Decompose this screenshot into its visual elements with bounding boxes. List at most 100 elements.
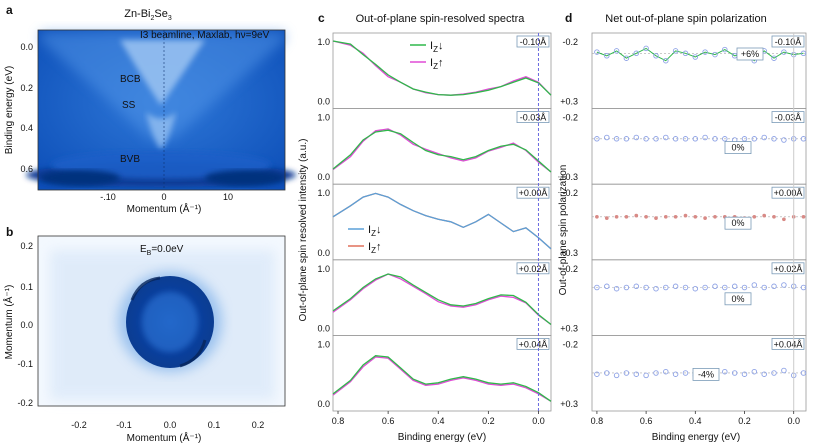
spin-up-line: [332, 192, 552, 250]
d-data-point: [613, 372, 620, 379]
d-data-point: [614, 214, 619, 219]
d-data-point: [703, 216, 707, 220]
d-data-point: [761, 284, 767, 291]
d-data-point: [800, 136, 807, 142]
d-data-point: [771, 370, 777, 376]
c-row-label: +0.00Å: [516, 186, 550, 199]
label-bcb: BCB: [120, 74, 141, 85]
a-xtick: 10: [223, 192, 233, 202]
c-row-label: -0.03Å: [516, 111, 550, 123]
d-row-label-box: [771, 337, 805, 350]
d-data-point: [731, 283, 738, 290]
d-plot: -0.2 +0.3 -0.10Å +6% -0.2 +0.3 -0.03Å 0% -0.2 +0.…: [560, 32, 807, 426]
d-data-point: [771, 55, 777, 61]
d-data-point: [663, 368, 669, 375]
b-ytick: 0.1: [20, 282, 33, 292]
d-annotation-box: [692, 367, 720, 381]
d-data-point: [752, 214, 757, 219]
d-data-point: [623, 55, 630, 61]
c-row-label: -0.10Å: [516, 35, 550, 48]
fermi-surface-map: [38, 236, 285, 406]
d-row-label-box: [771, 186, 805, 199]
d-data-point: [633, 283, 640, 290]
d-data-point: [781, 282, 787, 288]
panel-d-title: Net out-of-plane spin polarization: [605, 13, 766, 25]
d-data-point: [800, 370, 807, 376]
b-xtick: -0.2: [71, 420, 87, 430]
d-ytick-bottom: +0.3: [560, 172, 578, 182]
d-xtick: 0.2: [738, 416, 751, 426]
arpes-map: [26, 30, 296, 190]
d-row-label: -0.03Å: [771, 111, 805, 123]
b-ytick: 0.0: [20, 320, 33, 330]
d-data-point: [741, 136, 748, 142]
c-ytick-top: 1.0: [317, 264, 330, 274]
c-xtick: 0.0: [532, 416, 545, 426]
d-data-point: [683, 213, 688, 218]
d-annotation-box: [736, 47, 764, 61]
legend-label-up: IZ↑: [368, 241, 381, 255]
d-data-point: [712, 136, 718, 142]
d-annotation-text: 0%: [731, 218, 744, 228]
d-annotation-text: 0%: [731, 294, 744, 304]
d-data-point: [672, 283, 679, 290]
d-data-point: [751, 368, 758, 375]
c-row-label-box: [516, 35, 550, 48]
d-ylabel: Out-of-plane spin polarization: [558, 165, 569, 296]
d-row-label: +0.04Å: [771, 337, 805, 350]
panel-a-letter: a: [6, 3, 13, 17]
a-ytick: 0.4: [20, 123, 33, 133]
spin-down-line: [332, 355, 552, 402]
b-xtick: 0.1: [208, 420, 221, 430]
d-data-point: [682, 284, 689, 291]
d-xtick: 0.8: [591, 416, 604, 426]
d-data-point: [604, 53, 610, 59]
d-data-point: [722, 284, 728, 291]
d-row-label-text: -0.10Å: [775, 37, 802, 47]
c-row-label-text: +0.02Å: [519, 264, 548, 274]
d-data-point: [761, 134, 767, 141]
d-data-point: [594, 136, 600, 142]
d-xtick: 0.6: [640, 416, 653, 426]
d-annotation: 0%: [724, 216, 752, 230]
d-data-point: [623, 370, 630, 376]
spin-up-line: [332, 273, 552, 326]
d-data-point: [604, 283, 610, 290]
d-data-point: [604, 134, 610, 141]
panel-b-letter: b: [6, 225, 13, 239]
d-data-point: [663, 134, 669, 141]
b-ytick: -0.1: [17, 359, 33, 369]
a-xtick: 0: [161, 192, 166, 202]
d-annotation-box: [724, 292, 752, 306]
c-row-label-box: [516, 111, 550, 123]
d-ytick-top: -0.2: [562, 188, 578, 198]
d-data-point: [782, 217, 786, 222]
legend-label-up: IZ↑: [430, 57, 443, 71]
c-ytick-bottom: 0.0: [317, 97, 330, 107]
d-data-point: [653, 370, 659, 376]
panel-a-title: Zn-Bi2Se3: [124, 8, 172, 22]
d-row-label-box: [771, 262, 805, 275]
d-data-point: [663, 284, 669, 291]
d-data-point: [712, 283, 718, 290]
d-data-point: [644, 214, 648, 219]
a-xtick: -.10: [100, 192, 116, 202]
d-row-label-box: [771, 111, 805, 123]
a-ytick: 0.0: [20, 42, 33, 52]
d-data-point: [751, 136, 758, 142]
d-ytick-bottom: +0.3: [560, 323, 578, 333]
d-data-point: [653, 285, 659, 292]
c-ytick-top: 1.0: [317, 113, 330, 123]
d-data-point: [623, 284, 630, 291]
b-xtick: -0.1: [116, 420, 132, 430]
d-data-point: [663, 57, 669, 64]
panel-c-letter: c: [318, 11, 325, 25]
c-plot: 1.0 0.0 -0.10Å 1.0 0.0 -0.03Å 1.0 0.0 +0.00Å 1.0 0…: [317, 32, 552, 426]
d-row-label-text: -0.03Å: [775, 113, 802, 123]
d-row-label-text: +0.02Å: [774, 264, 803, 274]
c-row-label-text: -0.03Å: [520, 113, 547, 123]
d-data-point: [722, 46, 728, 53]
legend-top: IZ↓ IZ↑: [410, 40, 443, 71]
d-data-point: [672, 136, 679, 142]
d-data-point: [751, 282, 758, 288]
